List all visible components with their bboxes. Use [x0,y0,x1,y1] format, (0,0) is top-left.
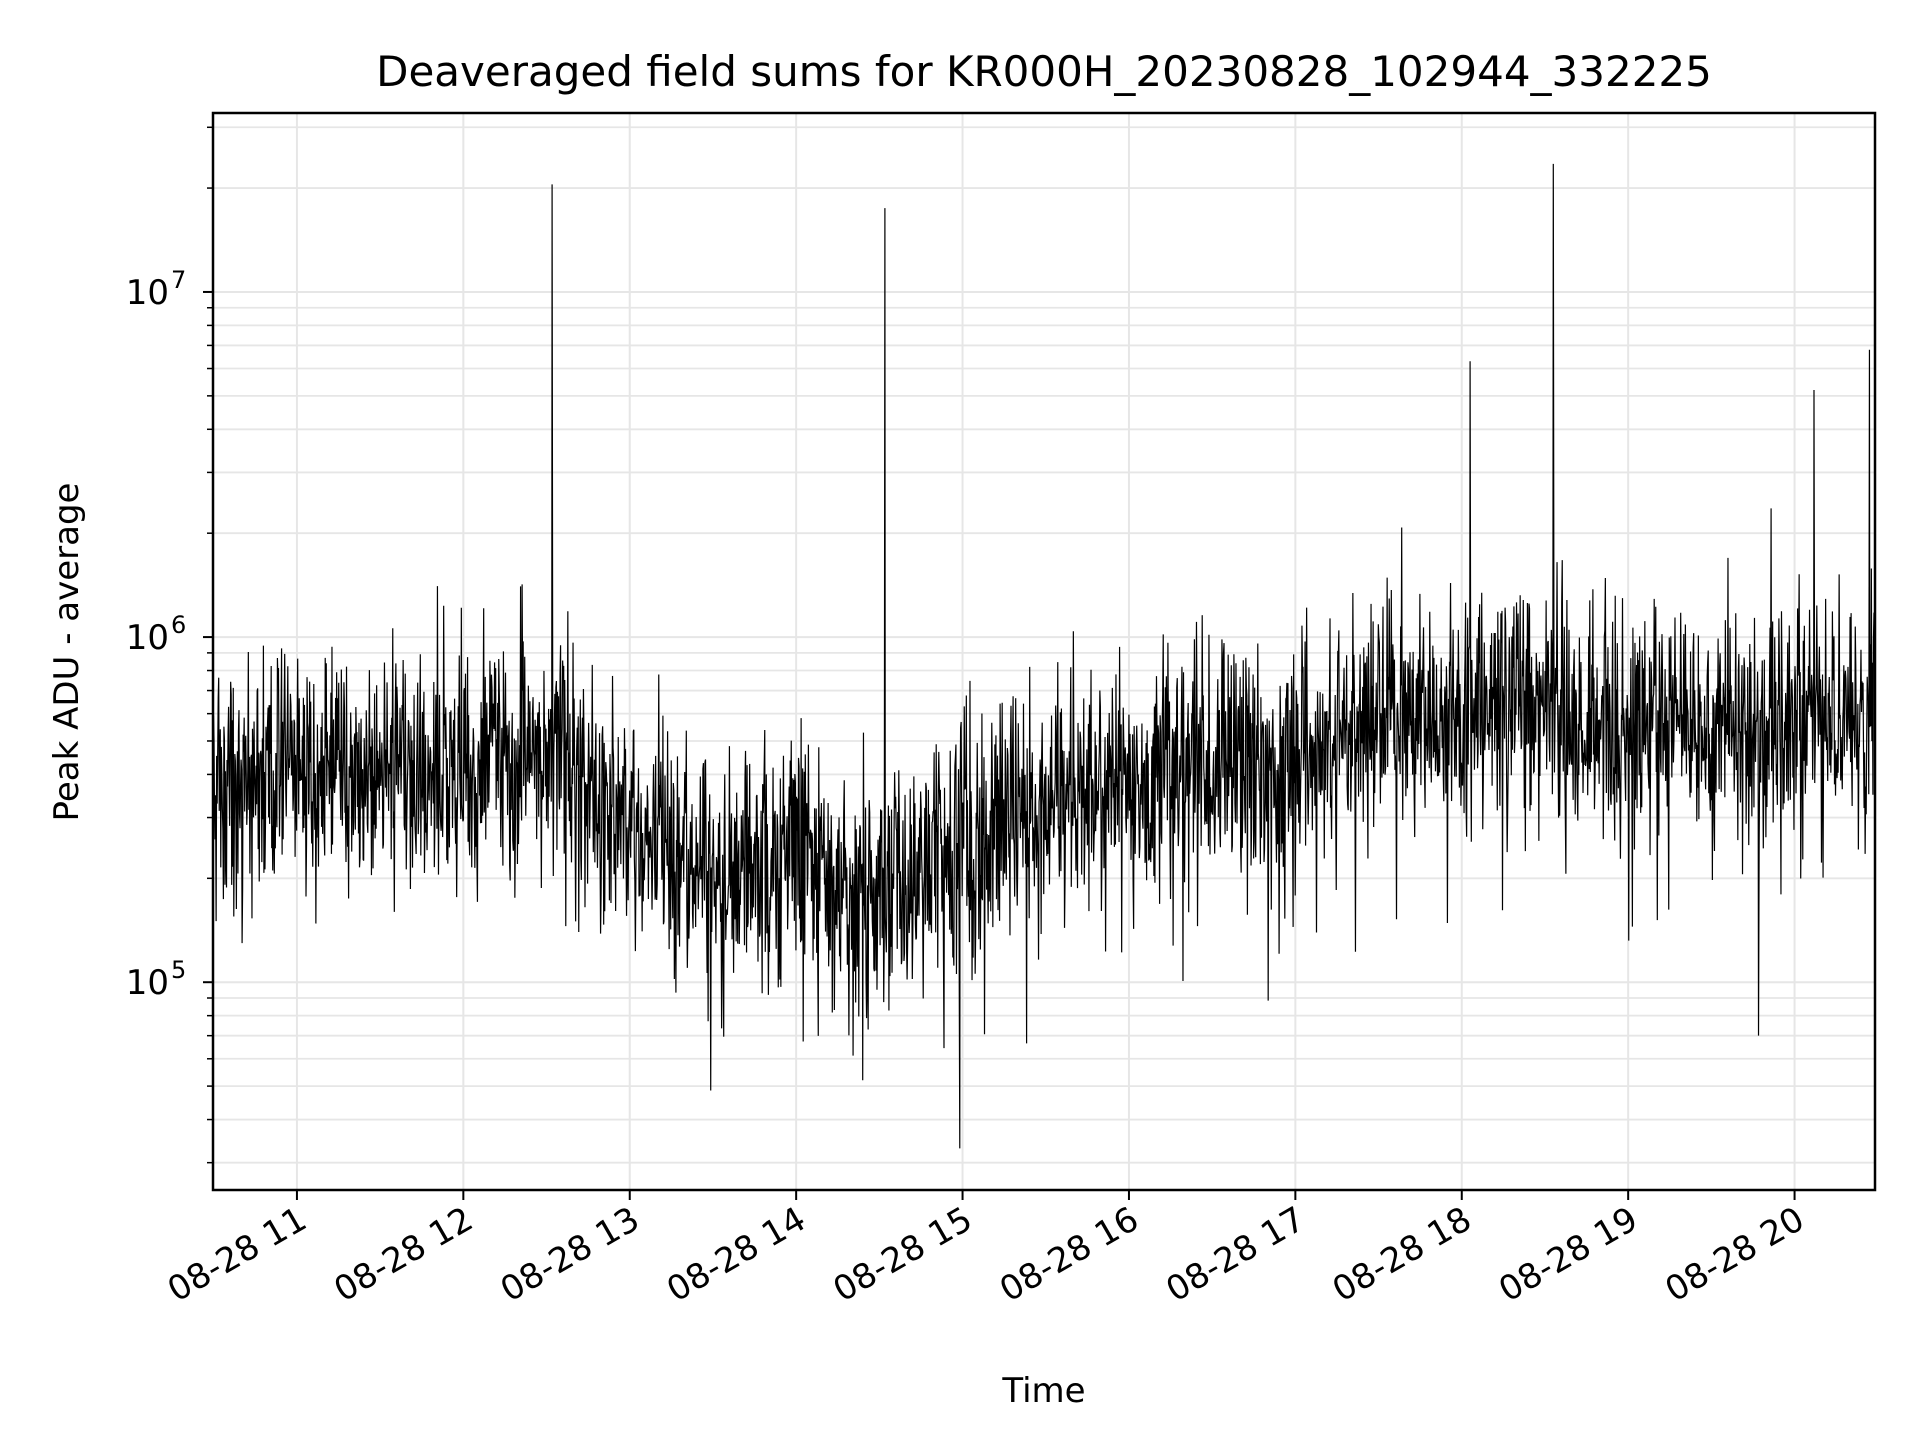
plot-frame [211,111,1877,1192]
y-tick-label: 10 [126,618,169,658]
y-tick-exponent: 6 [171,611,186,639]
data-series-line [212,163,1876,1149]
y-tick-label: 10 [126,273,169,313]
series-layer [212,163,1876,1149]
x-axis-label: Time [1001,1371,1085,1411]
y-tick-exponent: 7 [171,266,186,294]
chart-title: Deaveraged field sums for KR000H_2023082… [376,47,1712,96]
y-tick-label: 10 [126,963,169,1003]
y-tick-exponent: 5 [171,956,186,984]
y-axis-label: Peak ADU - average [47,483,87,822]
